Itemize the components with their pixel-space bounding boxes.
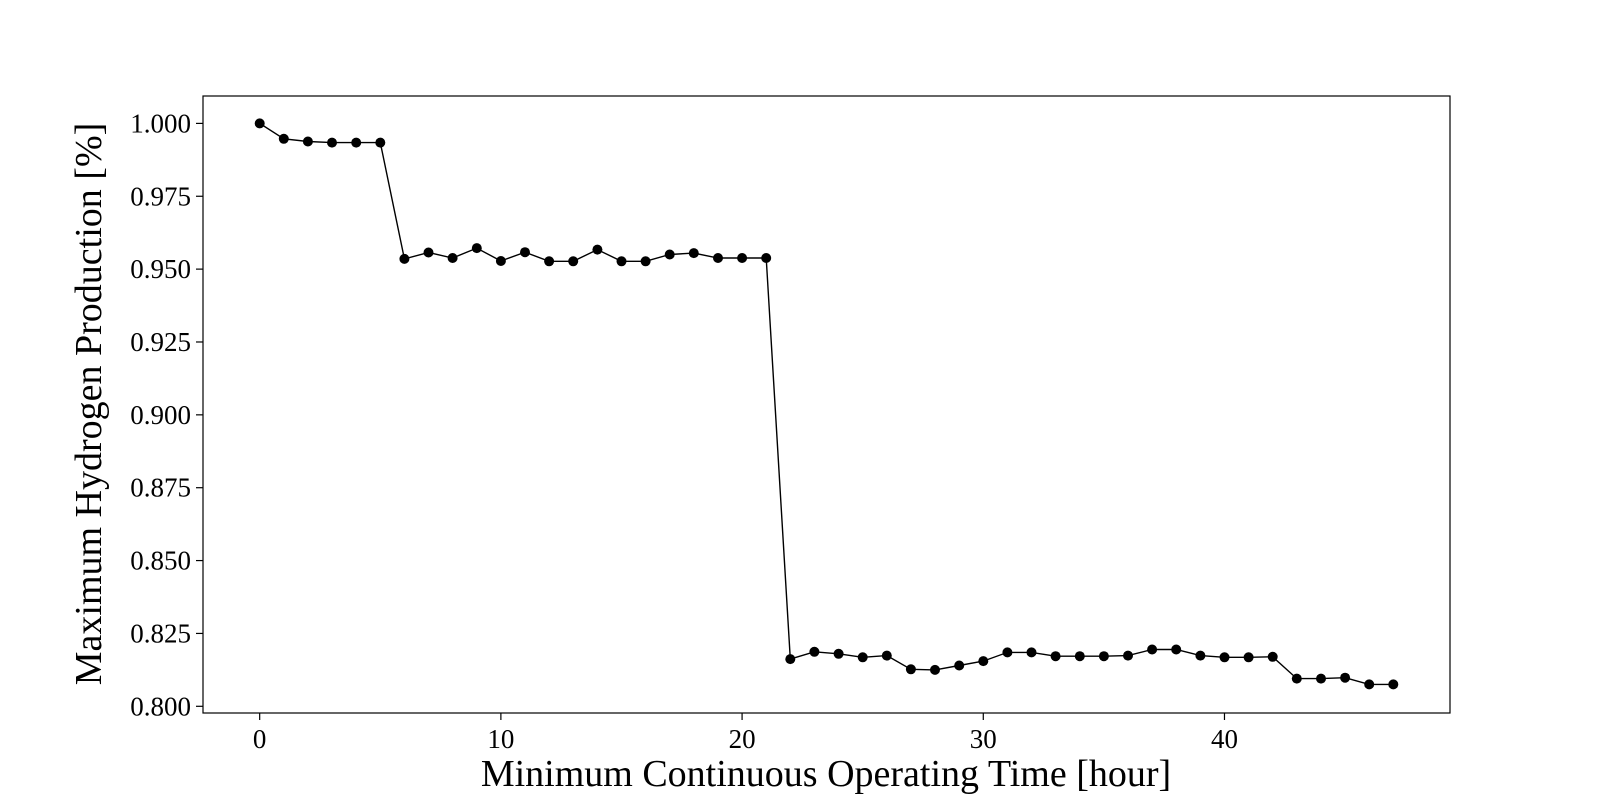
y-axis-title: Maximum Hydrogen Production [%] (68, 123, 110, 686)
x-axis-title: Minimum Continuous Operating Time [hour] (481, 753, 1171, 795)
data-point (1364, 679, 1375, 690)
data-point (302, 136, 313, 147)
data-point (1098, 651, 1109, 662)
data-point (1267, 651, 1278, 662)
data-point (375, 137, 386, 148)
y-tick-label: 0.900 (130, 400, 191, 430)
data-point (278, 133, 289, 144)
data-point (1291, 673, 1302, 684)
y-tick-label: 0.950 (130, 254, 191, 284)
data-point (713, 253, 723, 263)
data-point (857, 652, 868, 663)
data-point (785, 654, 796, 665)
data-point (592, 244, 603, 255)
data-point (881, 650, 892, 661)
x-tick-label: 10 (487, 724, 514, 754)
y-tick-label: 0.850 (130, 546, 191, 576)
data-point (1074, 651, 1085, 662)
data-point (1171, 644, 1182, 655)
x-tick-label: 40 (1211, 724, 1238, 754)
data-point (568, 256, 579, 267)
data-point (1123, 650, 1133, 661)
x-tick-label: 30 (970, 724, 997, 754)
data-point (471, 243, 482, 254)
y-axis-ticks: 0.800 0.825 0.850 0.875 0.900 0.925 0.950 0.975… (130, 108, 203, 721)
data-point (1002, 647, 1013, 658)
data-point (1243, 652, 1254, 663)
data-point (520, 247, 530, 258)
data-point (254, 118, 265, 129)
data-point (640, 256, 651, 267)
data-point (905, 664, 916, 675)
data-point (1316, 673, 1326, 684)
data-point (495, 256, 506, 266)
data-point (616, 256, 627, 267)
data-point (544, 256, 555, 267)
data-point (809, 646, 820, 657)
data-point (1388, 679, 1399, 690)
data-point (1050, 651, 1061, 662)
data-point (930, 664, 940, 675)
y-tick-label: 0.875 (130, 473, 191, 503)
y-tick-label: 1.000 (130, 108, 191, 138)
x-tick-label: 0 (253, 724, 267, 754)
data-point (761, 253, 772, 263)
data-point (688, 248, 699, 259)
plot-area (202, 95, 1451, 714)
x-tick-label: 20 (729, 724, 756, 754)
data-point (327, 137, 337, 148)
data-point (423, 247, 434, 258)
data-point (1219, 652, 1230, 663)
x-axis-ticks: 0 10 20 30 40 (253, 713, 1238, 754)
data-point (664, 249, 675, 260)
data-point (351, 137, 362, 148)
data-point (1340, 672, 1351, 683)
data-point (978, 656, 989, 667)
data-point (833, 648, 844, 659)
data-point (399, 253, 410, 264)
y-tick-label: 0.825 (130, 618, 191, 648)
data-point (737, 253, 748, 263)
y-tick-label: 0.925 (130, 327, 191, 357)
data-points (254, 118, 1399, 690)
data-point (1195, 650, 1206, 661)
data-point (1147, 644, 1158, 655)
y-tick-label: 0.800 (130, 691, 191, 721)
data-point (954, 660, 965, 671)
data-point (447, 253, 458, 263)
y-tick-label: 0.975 (130, 181, 191, 211)
data-point (1026, 647, 1037, 658)
